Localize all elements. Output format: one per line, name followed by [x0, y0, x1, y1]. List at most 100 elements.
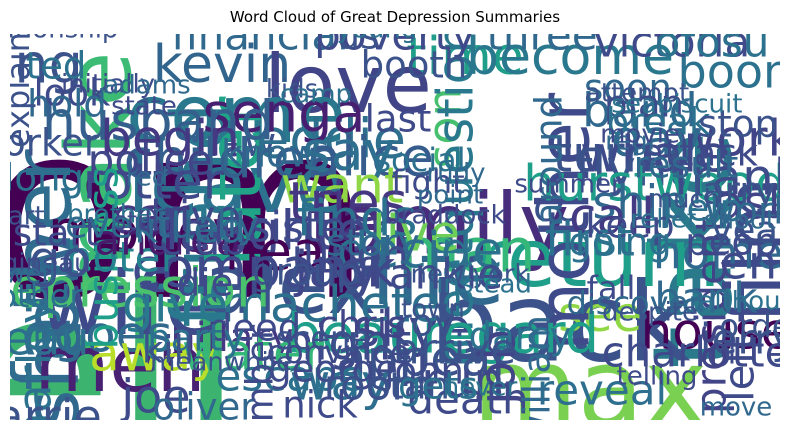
word-hold: hold — [27, 83, 107, 126]
word-charley: charley — [10, 297, 62, 420]
word-jerry: jerry — [699, 315, 780, 364]
word-eddie: eddie — [256, 108, 406, 171]
word-state: state — [111, 92, 177, 122]
word-return: return — [476, 212, 721, 305]
word-attempt: attempt — [585, 79, 689, 109]
word-kill: kill — [142, 329, 194, 372]
word-braddock: braddock — [384, 201, 505, 231]
word-carrie: carrie — [10, 390, 102, 421]
word-day: day — [611, 110, 703, 168]
word-father: father — [10, 149, 89, 390]
word-back: back — [429, 258, 691, 386]
word-party: party — [147, 317, 245, 360]
word-jupon: jupon — [290, 231, 408, 280]
word-boone: boone — [678, 45, 780, 99]
word-max: max — [472, 326, 707, 420]
word-finds: finds — [297, 190, 418, 248]
word-initially: initially — [61, 70, 155, 100]
word-charlotte: charlotte — [602, 328, 780, 377]
word-darcy: darcy — [469, 315, 572, 358]
word-senga: senga — [203, 82, 366, 145]
word-financial: financial — [171, 34, 349, 60]
word-help: help — [663, 187, 743, 230]
word-well: well — [10, 260, 56, 290]
word-love: love — [264, 38, 432, 131]
word-give: give — [122, 276, 228, 334]
word-poverty: poverty — [314, 34, 476, 60]
word-amber: amber — [239, 324, 282, 420]
word-deed: deed — [209, 307, 302, 350]
word-daughter: daughter — [145, 200, 392, 263]
word-result: result — [634, 144, 739, 187]
word-hurstwood: hurstwood — [523, 155, 780, 213]
word-never: never — [443, 373, 518, 403]
word-rudy: rudy — [426, 159, 485, 189]
word-explain: explain — [10, 34, 37, 148]
word-victoria: victoria — [594, 34, 750, 67]
word-alice: alice — [308, 126, 434, 189]
word-band: band — [582, 84, 698, 138]
word-time: time — [406, 34, 523, 87]
word-much: much — [648, 185, 721, 215]
word-frankie: frankie — [357, 250, 503, 299]
word-andrea: andrea — [95, 216, 242, 265]
word-world: world — [705, 190, 780, 233]
word-live: live — [372, 205, 460, 263]
word-company: company — [132, 237, 381, 300]
word-three: three — [486, 34, 597, 60]
word-around: around — [528, 95, 571, 225]
word-left: left — [715, 334, 764, 402]
word-men: men — [34, 321, 205, 410]
word-kids: kids — [266, 75, 318, 105]
word-relationship: relationship — [10, 34, 118, 45]
word-look: look — [34, 72, 112, 115]
word-people: people — [685, 221, 780, 264]
word-group: group — [252, 251, 359, 294]
word-summer: summer — [514, 170, 622, 200]
word-us: us — [337, 34, 380, 58]
word-joe: joe — [120, 370, 190, 421]
word-start: start — [13, 212, 99, 255]
word-leave: leave — [127, 138, 344, 231]
word-although: although — [698, 287, 780, 317]
word-husband: husband — [42, 90, 274, 153]
word-ofosu: ofosu — [655, 34, 770, 67]
word-police: police — [88, 136, 213, 185]
word-later: later — [193, 96, 279, 267]
word-friend: friend — [156, 102, 245, 327]
word-jack: jack — [294, 241, 396, 299]
word-soon: soon — [584, 67, 672, 110]
word-eventually: eventually — [65, 204, 259, 247]
word-town: town — [401, 295, 465, 325]
word-head: head — [225, 220, 360, 283]
word-goes: goes — [53, 306, 172, 364]
word-away: away — [89, 325, 221, 383]
word-plan: plan — [604, 83, 684, 126]
word-family: family — [307, 175, 569, 274]
word-oliver: oliver — [152, 386, 256, 421]
word-break: break — [606, 101, 711, 144]
word-instead: instead — [436, 270, 532, 300]
word-relief: relief — [630, 205, 697, 235]
word-meanwhile: meanwhile — [150, 348, 292, 378]
word-point: point — [417, 181, 483, 211]
word-regi: regi — [605, 127, 655, 157]
word-take: take — [628, 131, 756, 369]
word-home: home — [653, 226, 780, 280]
word-keep: keep — [585, 204, 674, 247]
word-part: part — [10, 202, 45, 232]
word-escape: escape — [215, 352, 364, 401]
word-film: film — [710, 177, 780, 324]
word-chris: chris — [318, 304, 407, 347]
word-meetquestion: meetquestion — [427, 34, 485, 368]
word-new: new — [194, 120, 277, 166]
word-house: house — [641, 303, 780, 361]
word-alex: alex — [204, 236, 377, 333]
word-last: last — [365, 98, 432, 141]
word-bank: bank — [654, 274, 758, 323]
word-go: go — [29, 231, 91, 289]
word-cc: cc — [533, 185, 577, 231]
word-night: night — [283, 314, 412, 372]
word-president: president — [687, 216, 736, 414]
